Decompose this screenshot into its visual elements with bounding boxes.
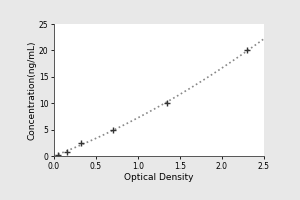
X-axis label: Optical Density: Optical Density — [124, 173, 194, 182]
Y-axis label: Concentration(ng/mL): Concentration(ng/mL) — [27, 40, 36, 140]
